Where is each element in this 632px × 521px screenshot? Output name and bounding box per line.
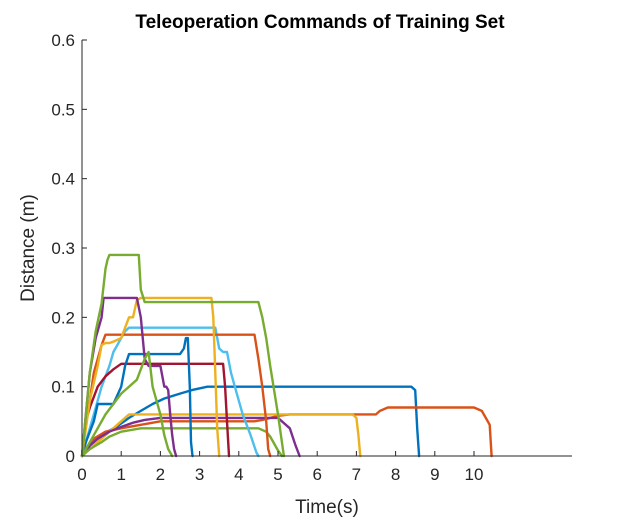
series-line-6: [80, 326, 260, 458]
plot-series: [80, 253, 493, 458]
x-tick-label: 1: [116, 465, 125, 484]
x-tick-label: 6: [312, 465, 321, 484]
x-tick-label: 4: [234, 465, 243, 484]
series-line-12: [80, 253, 286, 458]
y-ticks: 0 0.1 0.2 0.3 0.4 0.5 0.6: [51, 31, 87, 466]
x-tick-label: 8: [391, 465, 400, 484]
series-line-5: [80, 427, 284, 458]
y-tick-label: 0.1: [51, 378, 75, 397]
y-tick-label: 0.3: [51, 239, 75, 258]
y-tick-label: 0.4: [51, 170, 75, 189]
y-tick-label: 0.2: [51, 308, 75, 327]
x-tick-label: 5: [273, 465, 282, 484]
x-tick-label: 0: [77, 465, 86, 484]
series-line-7: [80, 362, 231, 458]
x-tick-label: 7: [352, 465, 361, 484]
x-tick-label: 3: [195, 465, 204, 484]
series-line-8: [80, 336, 194, 458]
x-axis-label: Time(s): [295, 497, 359, 518]
series-line-10: [80, 296, 221, 458]
chart-title: Teleoperation Commands of Training Set: [135, 12, 505, 33]
x-tick-label: 2: [156, 465, 165, 484]
y-tick-label: 0.5: [51, 100, 75, 119]
x-tick-label: 10: [465, 465, 484, 484]
y-tick-label: 0.6: [51, 31, 75, 50]
series-line-13: [80, 350, 174, 458]
x-ticks: 0 1 2 3 4 5 6 7 8 9 10: [77, 451, 483, 484]
y-axis-label: Distance (m): [18, 194, 39, 302]
x-tick-label: 9: [430, 465, 439, 484]
y-tick-label: 0: [66, 447, 75, 466]
